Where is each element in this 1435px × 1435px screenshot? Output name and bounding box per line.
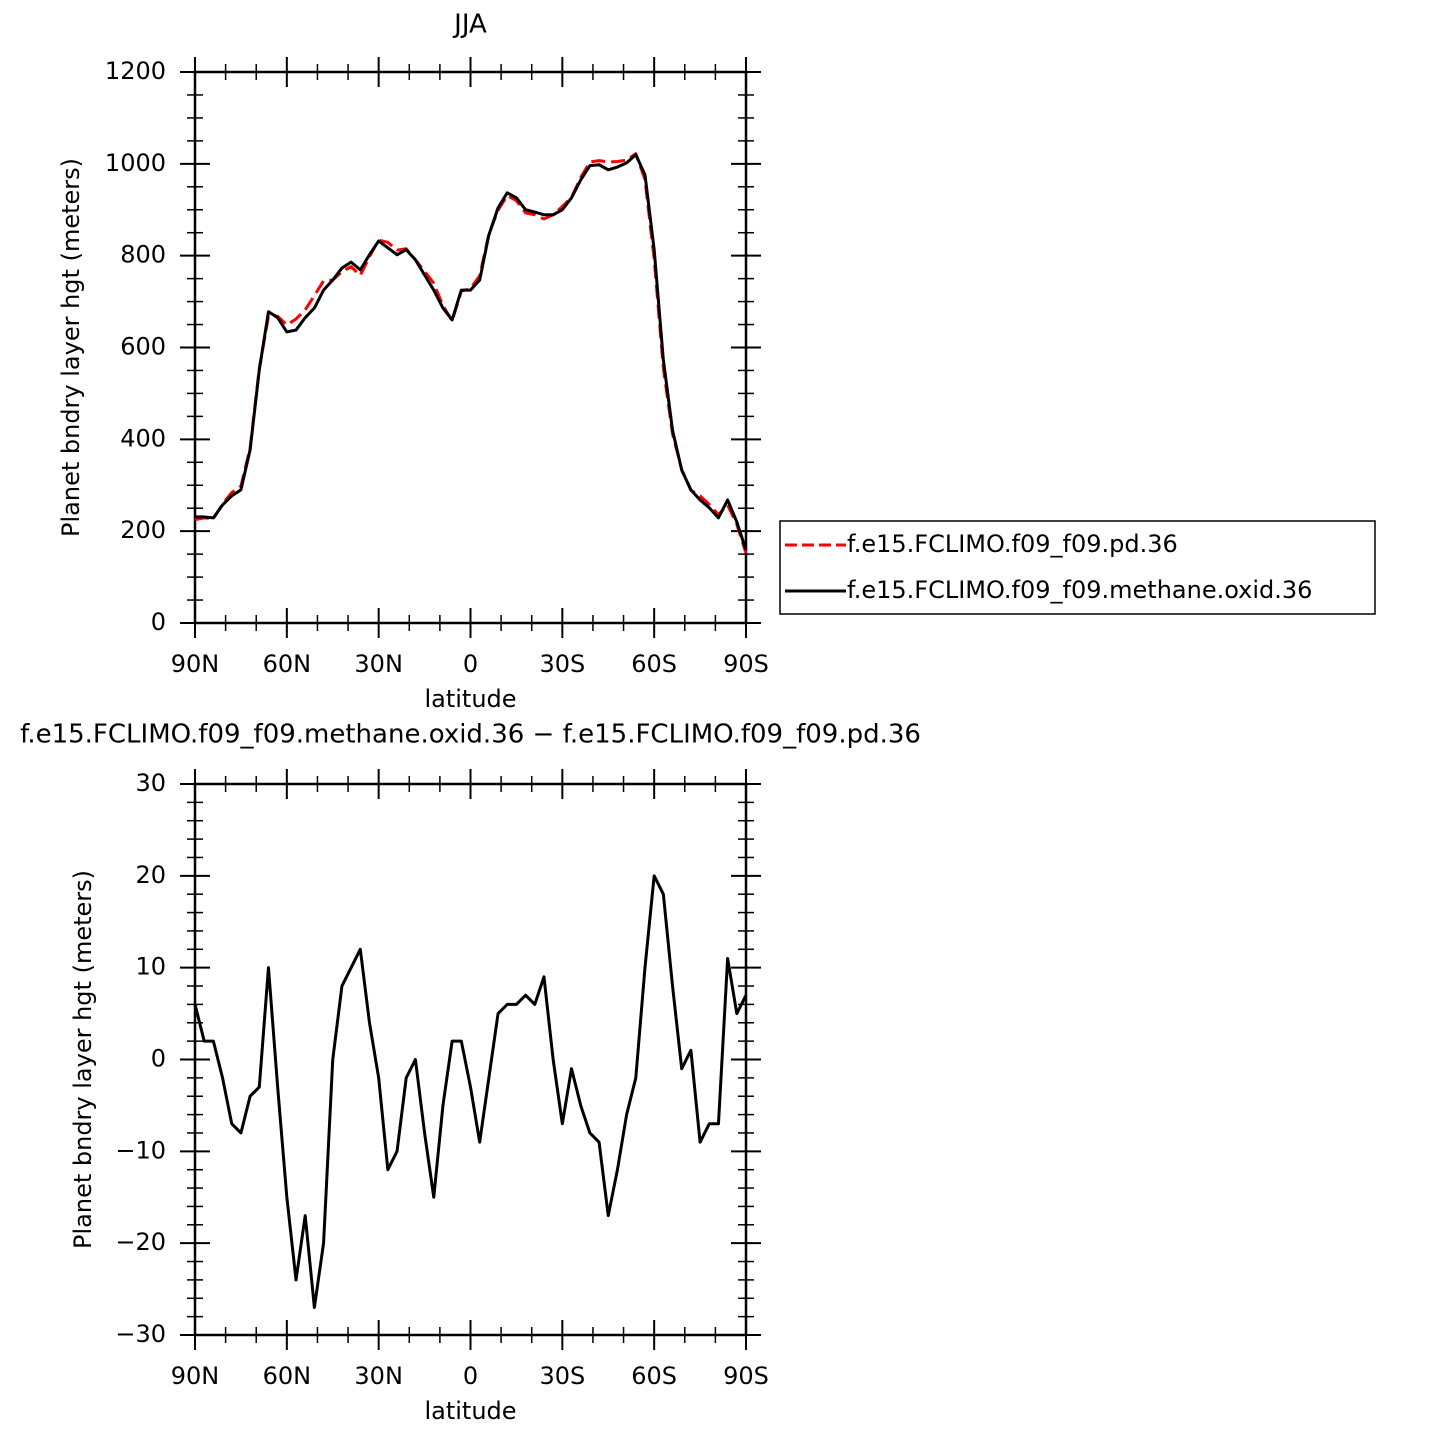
y-tick-label: 20 xyxy=(135,861,166,889)
x-axis-label: latitude xyxy=(424,1397,516,1425)
y-tick-label: −30 xyxy=(115,1320,166,1348)
legend-label: f.e15.FCLIMO.f09_f09.methane.oxid.36 xyxy=(847,576,1312,604)
chart-title: JJA xyxy=(452,10,487,40)
y-tick-label: −10 xyxy=(115,1136,166,1164)
x-tick-label: 90S xyxy=(723,1362,769,1390)
plot-frame xyxy=(193,782,748,1337)
y-tick-label: 30 xyxy=(135,769,166,797)
x-tick-label: 30S xyxy=(539,650,585,678)
x-tick-label: 60S xyxy=(631,650,677,678)
x-tick-label: 30N xyxy=(354,650,403,678)
x-tick-label: 0 xyxy=(463,1362,478,1390)
data-line xyxy=(193,874,748,1309)
x-tick-label: 90N xyxy=(171,650,220,678)
y-tick-label: 0 xyxy=(151,608,166,636)
y-tick-label: 200 xyxy=(120,516,166,544)
legend-label: f.e15.FCLIMO.f09_f09.pd.36 xyxy=(847,530,1178,558)
x-tick-label: 0 xyxy=(463,650,478,678)
chart-title: f.e15.FCLIMO.f09_f09.methane.oxid.36 − f… xyxy=(20,720,921,750)
y-tick-label: 400 xyxy=(120,424,166,452)
y-tick-label: −20 xyxy=(115,1228,166,1256)
x-tick-label: 60S xyxy=(631,1362,677,1390)
x-tick-label: 30S xyxy=(539,1362,585,1390)
legend-box xyxy=(779,520,1376,615)
x-tick-label: 90S xyxy=(723,650,769,678)
x-tick-label: 60N xyxy=(263,650,312,678)
y-tick-label: 0 xyxy=(151,1045,166,1073)
x-tick-label: 60N xyxy=(263,1362,312,1390)
y-tick-label: 1200 xyxy=(105,57,166,85)
y-tick-label: 600 xyxy=(120,333,166,361)
y-tick-label: 10 xyxy=(135,953,166,981)
x-tick-label: 30N xyxy=(354,1362,403,1390)
y-tick-label: 800 xyxy=(120,241,166,269)
y-axis-label: Planet bndry layer hgt (meters) xyxy=(57,158,85,537)
data-line xyxy=(195,153,748,551)
y-tick-label: 1000 xyxy=(105,149,166,177)
y-axis-label: Planet bndry layer hgt (meters) xyxy=(69,870,97,1249)
x-tick-label: 90N xyxy=(171,1362,220,1390)
x-axis-label: latitude xyxy=(424,685,516,713)
